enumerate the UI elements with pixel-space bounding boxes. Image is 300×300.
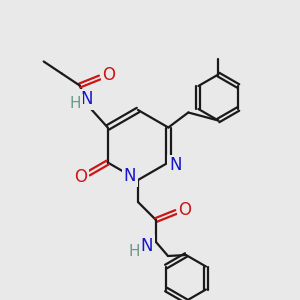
Text: N: N [169, 157, 182, 175]
Text: N: N [141, 237, 153, 255]
Text: O: O [74, 169, 87, 187]
Text: O: O [102, 67, 115, 85]
Text: N: N [80, 91, 93, 109]
Text: H: H [128, 244, 140, 260]
Text: O: O [178, 201, 191, 219]
Text: H: H [70, 96, 81, 111]
Text: N: N [124, 167, 136, 185]
